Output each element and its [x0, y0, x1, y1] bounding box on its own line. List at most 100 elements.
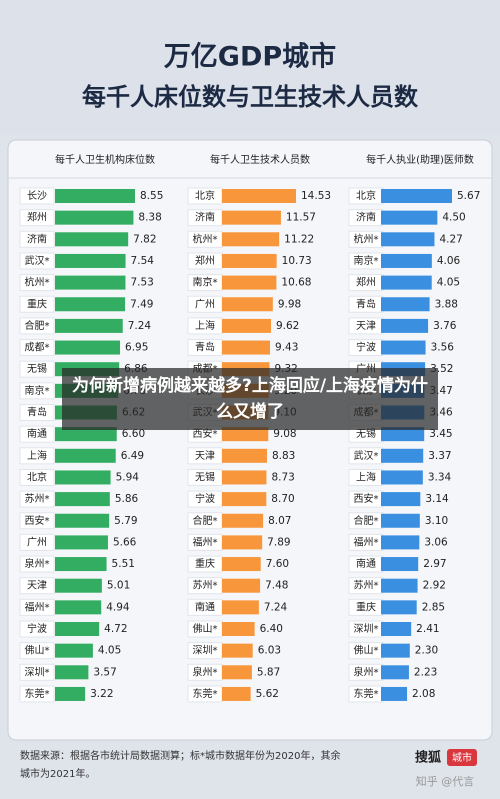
value-label: 8.70 [271, 493, 294, 505]
overlay-headline: 为何新增病例越来越多?上海回应/上海疫情为什么又增了 [62, 368, 438, 430]
bar [222, 470, 267, 485]
bar [55, 448, 116, 463]
city-label: 南京* [354, 254, 379, 267]
city-label: 佛山* [354, 644, 379, 657]
city-label: 南京* [25, 384, 50, 397]
city-label: 西安* [25, 514, 50, 527]
value-label: 7.82 [133, 233, 156, 245]
bar [381, 665, 409, 680]
bar [222, 535, 263, 550]
city-label: 泉州* [193, 665, 218, 678]
value-label: 7.48 [265, 580, 288, 592]
value-label: 6.60 [122, 428, 145, 440]
bar [222, 557, 261, 572]
bar [55, 210, 134, 225]
bar [222, 232, 280, 247]
bar [381, 686, 408, 701]
value-label: 3.56 [431, 342, 455, 354]
value-label: 3.14 [425, 493, 449, 505]
bar [55, 492, 110, 507]
city-label: 广州 [195, 298, 215, 310]
value-label: 2.92 [423, 580, 446, 592]
bar [55, 297, 126, 312]
city-label: 武汉* [25, 254, 50, 267]
city-label: 深圳* [193, 645, 218, 657]
bar [222, 275, 277, 290]
bar [381, 253, 432, 268]
bar [381, 427, 425, 442]
city-label: 泉州* [25, 557, 50, 570]
subtitle: 每千人床位数与卫生技术人员数 [82, 83, 419, 111]
value-label: 7.53 [130, 277, 153, 289]
bar [381, 340, 426, 355]
city-label-bg [19, 295, 55, 313]
city-label: 宁波 [356, 341, 376, 354]
city-label-bg [19, 209, 55, 227]
city-label: 泉州* [354, 665, 379, 678]
city-label: 深圳* [25, 666, 50, 678]
bar [55, 643, 93, 658]
bar [222, 513, 264, 528]
value-label: 4.50 [442, 212, 465, 224]
city-label: 天津 [195, 450, 215, 462]
city-label: 福州* [25, 600, 50, 613]
city-label: 重庆 [195, 557, 215, 570]
value-label: 3.10 [425, 515, 448, 527]
value-label: 14.53 [301, 190, 331, 202]
value-label: 7.24 [128, 320, 152, 332]
city-label-bg [19, 339, 55, 357]
city-label: 西安* [354, 492, 379, 505]
city-label: 成都* [25, 342, 50, 354]
city-label: 南通 [27, 427, 47, 440]
city-label: 上海 [27, 449, 47, 462]
city-label: 深圳* [354, 623, 379, 635]
bar [55, 665, 89, 680]
city-label-bg [19, 598, 55, 616]
bar [222, 253, 277, 268]
city-label-bg [19, 533, 55, 551]
city-label-bg [19, 490, 55, 508]
city-label: 北京 [195, 189, 215, 202]
bar [381, 470, 423, 485]
bar [381, 622, 412, 636]
bar [381, 492, 421, 507]
city-label-bg [19, 360, 55, 378]
city-label: 郑州 [27, 211, 47, 224]
bar [222, 622, 255, 636]
value-label: 2.23 [414, 666, 437, 678]
city-label: 福州* [354, 535, 379, 548]
value-label: 3.37 [428, 450, 451, 462]
value-label: 5.01 [107, 580, 130, 592]
value-label: 9.98 [278, 298, 301, 310]
bar [381, 557, 419, 572]
city-label: 合肥* [193, 514, 218, 527]
value-label: 8.73 [271, 471, 294, 483]
source-line: 数据来源：根据各市统计局数据测算；标*城市数据年份为2020年，其余 [20, 749, 340, 762]
city-label: 青岛 [195, 341, 215, 354]
city-label-bg [19, 642, 55, 660]
city-label: 福州* [193, 535, 218, 548]
bar [381, 448, 424, 463]
bar [55, 427, 117, 442]
city-label: 北京 [27, 470, 47, 483]
bar [222, 643, 253, 658]
bar [381, 513, 420, 528]
city-label: 长沙 [27, 190, 47, 202]
city-label: 郑州 [195, 254, 215, 267]
value-label: 11.22 [284, 233, 314, 245]
city-label: 宁波 [195, 492, 215, 505]
chart-title: 每千人执业(助理)医师数 [366, 153, 474, 166]
bar [222, 492, 267, 507]
value-label: 3.06 [424, 536, 448, 548]
chart-title: 每千人卫生机构床位数 [55, 153, 155, 166]
bar [222, 578, 261, 593]
value-label: 5.94 [116, 471, 140, 483]
city-label: 重庆 [356, 600, 376, 613]
city-label: 苏州* [25, 492, 50, 505]
value-label: 4.72 [104, 623, 127, 635]
city-label: 杭州* [354, 232, 379, 245]
value-label: 4.94 [106, 601, 130, 613]
city-label: 济南 [27, 232, 47, 245]
city-label-bg [19, 685, 55, 703]
